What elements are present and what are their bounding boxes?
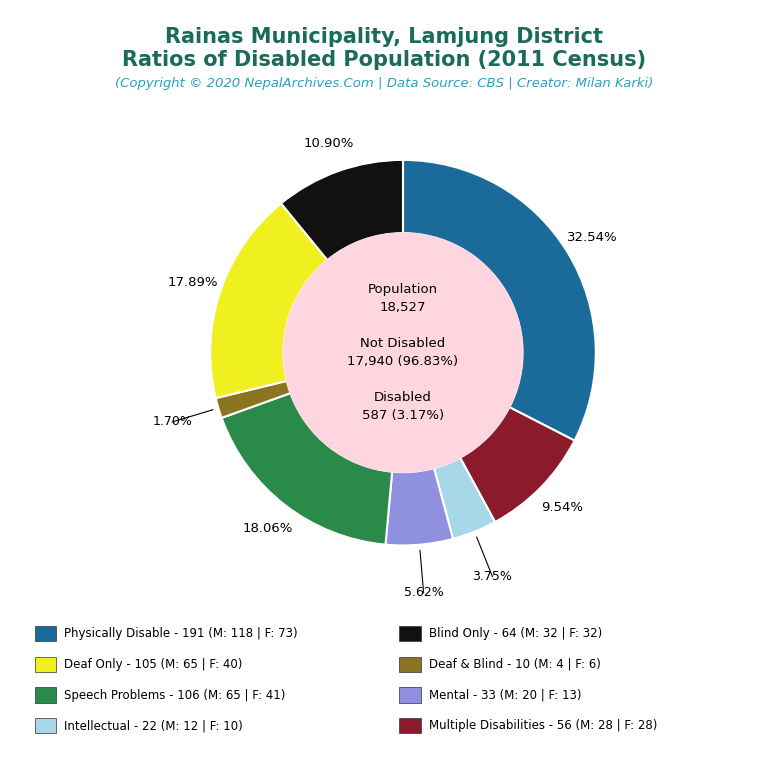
Text: 10.90%: 10.90% [303,137,354,151]
Text: Rainas Municipality, Lamjung District: Rainas Municipality, Lamjung District [165,27,603,47]
Text: Deaf & Blind - 10 (M: 4 | F: 6): Deaf & Blind - 10 (M: 4 | F: 6) [429,658,601,670]
Wedge shape [434,458,495,539]
Text: Multiple Disabilities - 56 (M: 28 | F: 28): Multiple Disabilities - 56 (M: 28 | F: 2… [429,720,657,732]
Text: Population
18,527

Not Disabled
17,940 (96.83%)

Disabled
587 (3.17%): Population 18,527 Not Disabled 17,940 (9… [347,283,458,422]
Wedge shape [210,204,327,398]
Text: 32.54%: 32.54% [567,230,617,243]
Wedge shape [222,393,392,545]
Text: Deaf Only - 105 (M: 65 | F: 40): Deaf Only - 105 (M: 65 | F: 40) [64,658,242,670]
Wedge shape [386,468,453,545]
Wedge shape [216,381,290,418]
Text: Ratios of Disabled Population (2011 Census): Ratios of Disabled Population (2011 Cens… [122,50,646,70]
Circle shape [283,233,522,472]
Text: Speech Problems - 106 (M: 65 | F: 41): Speech Problems - 106 (M: 65 | F: 41) [64,689,285,701]
Text: (Copyright © 2020 NepalArchives.Com | Data Source: CBS | Creator: Milan Karki): (Copyright © 2020 NepalArchives.Com | Da… [115,77,653,90]
Wedge shape [460,407,574,522]
Text: 3.75%: 3.75% [472,570,512,583]
Text: 17.89%: 17.89% [167,276,218,289]
Text: 18.06%: 18.06% [242,521,293,535]
Text: 1.70%: 1.70% [152,415,192,429]
Wedge shape [281,160,403,260]
Text: Intellectual - 22 (M: 12 | F: 10): Intellectual - 22 (M: 12 | F: 10) [64,720,243,732]
Text: 9.54%: 9.54% [541,501,583,514]
Text: 5.62%: 5.62% [404,586,443,599]
Wedge shape [403,160,596,441]
Text: Mental - 33 (M: 20 | F: 13): Mental - 33 (M: 20 | F: 13) [429,689,581,701]
Text: Blind Only - 64 (M: 32 | F: 32): Blind Only - 64 (M: 32 | F: 32) [429,627,602,640]
Text: Physically Disable - 191 (M: 118 | F: 73): Physically Disable - 191 (M: 118 | F: 73… [64,627,297,640]
